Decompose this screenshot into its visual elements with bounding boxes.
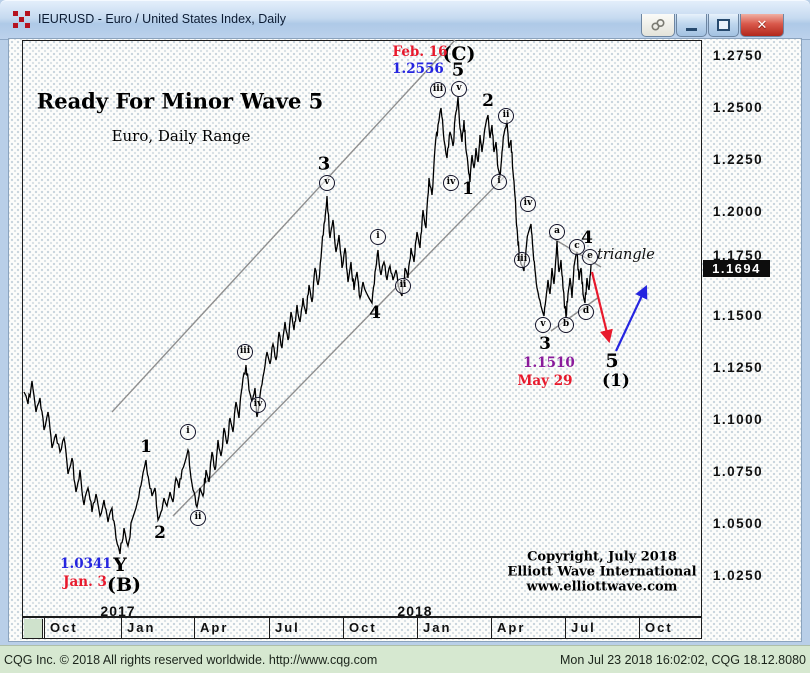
elliott-wave-label: 5 [451,59,465,81]
link-window-button[interactable] [641,14,675,37]
minimize-icon [686,27,697,31]
elliott-wave-circled-label: b [558,317,574,333]
price-date-annotation: May 29 [517,373,573,389]
elliott-wave-label: 2 [482,91,494,111]
elliott-wave-label: (C) [442,43,476,65]
elliott-wave-label: 4 [369,303,381,323]
elliott-wave-circled-label: v [451,81,467,97]
elliott-wave-circled-label: c [569,239,585,255]
chart-headline: Ready For Minor Wave 5 [36,88,324,114]
x-axis-month-label: Jan [417,618,491,638]
x-axis-month-label: Oct [639,618,702,638]
copyright-note: Copyright, July 2018 Elliott Wave Interna… [507,550,696,595]
channel-trendline [172,175,506,517]
price-date-annotation: 1.2556 [392,61,444,77]
y-axis-price-label: 1.2250 [712,152,764,167]
last-price-badge: 1.1694 [703,260,770,277]
chart-subtitle: Euro, Daily Range [111,127,251,145]
elliott-wave-circled-label: a [549,224,565,240]
elliott-wave-label: 1 [462,179,474,199]
axis-corner-box[interactable] [24,619,43,638]
elliott-wave-label: 5 [605,350,619,372]
triangle-annotation: triangle [597,247,655,263]
price-date-annotation: Feb. 16 [392,44,448,60]
elliott-wave-label: (B) [106,574,142,596]
y-axis-price-label: 1.1000 [712,412,764,427]
x-axis-year-label: 2018 [397,603,433,619]
elliott-wave-circled-label: e [582,249,598,265]
status-bar: CQG Inc. © 2018 All rights reserved worl… [0,645,810,673]
price-date-annotation: 1.1510 [523,355,575,371]
elliott-wave-circled-label: v [319,175,335,191]
red-projection-arrow [590,271,613,344]
x-axis-month-label: Jan [121,618,194,638]
restore-button[interactable] [708,14,739,37]
close-button[interactable]: ✕ [740,14,784,37]
status-datetime-text: Mon Jul 23 2018 16:02:02, CQG 18.12.8080 [559,653,806,667]
price-line-series [23,96,592,555]
y-axis-price-label: 1.0250 [712,568,764,583]
elliott-wave-circled-label: iii [430,82,446,98]
y-axis-price-label: 1.1750 [712,248,764,263]
x-axis-strip: Oct Jan Apr Jul Oct Jan Apr Jul Oct [22,617,702,639]
y-axis-price-label: 1.2750 [712,48,764,63]
copyright-line: Elliott Wave International [507,564,697,580]
blue-projection-arrow [615,285,648,352]
y-axis-price-label: 1.0500 [712,516,764,531]
close-icon: ✕ [756,17,768,32]
elliott-wave-label: 1 [140,437,152,457]
cqg-app-icon [13,11,30,28]
y-axis-price-label: 1.1500 [712,308,764,323]
elliott-wave-label: 4 [581,228,593,248]
y-axis-price-label: 1.0750 [712,464,764,479]
elliott-wave-label: (1) [602,371,630,391]
chain-link-icon [651,18,665,31]
elliott-wave-circled-label: d [578,304,594,320]
copyright-line: www.elliottwave.com [526,579,678,595]
elliott-wave-circled-label: ii [498,108,514,124]
price-date-annotation: Jan. 3 [63,574,107,590]
elliott-wave-label: 3 [539,334,551,354]
elliott-wave-circled-label: ii [190,510,206,526]
chart-panel [8,38,802,642]
elliott-wave-circled-label: ii [395,278,411,294]
minimize-button[interactable] [676,14,707,37]
elliott-wave-label: 2 [154,523,166,543]
x-axis-month-label: Jul [565,618,639,638]
elliott-wave-circled-label: iii [237,344,253,360]
elliott-wave-label: 3 [317,153,331,175]
y-axis-price-label: 1.2500 [712,100,764,115]
elliott-wave-circled-label: iv [443,175,459,191]
x-axis-year-label: 2017 [100,603,136,619]
status-copyright-text: CQG Inc. © 2018 All rights reserved worl… [4,653,378,667]
y-axis-price-label: 1.2000 [712,204,764,219]
x-axis-month-label: Oct [44,618,121,638]
window-title: IEURUSD - Euro / United States Index, Da… [38,12,287,26]
x-axis-month-label: Oct [343,618,417,638]
x-axis-month-label: Apr [194,618,269,638]
elliott-wave-circled-label: iii [514,252,530,268]
plot-border [22,40,702,617]
elliott-wave-circled-label: v [535,317,551,333]
copyright-line: Copyright, July 2018 [527,549,677,565]
price-date-annotation: 1.0341 [60,556,112,572]
elliott-wave-circled-label: iv [250,397,266,413]
elliott-wave-circled-label: i [491,174,507,190]
elliott-wave-circled-label: i [370,229,386,245]
elliott-wave-circled-label: iv [520,196,536,212]
x-axis-month-label: Jul [269,618,343,638]
x-axis-month-label: Apr [491,618,565,638]
channel-trendline [111,39,456,413]
restore-icon [717,19,730,31]
elliott-wave-label: Y [113,554,127,576]
elliott-wave-circled-label: i [180,424,196,440]
title-bar[interactable]: IEURUSD - Euro / United States Index, Da… [0,0,810,40]
y-axis-price-label: 1.1250 [712,360,764,375]
